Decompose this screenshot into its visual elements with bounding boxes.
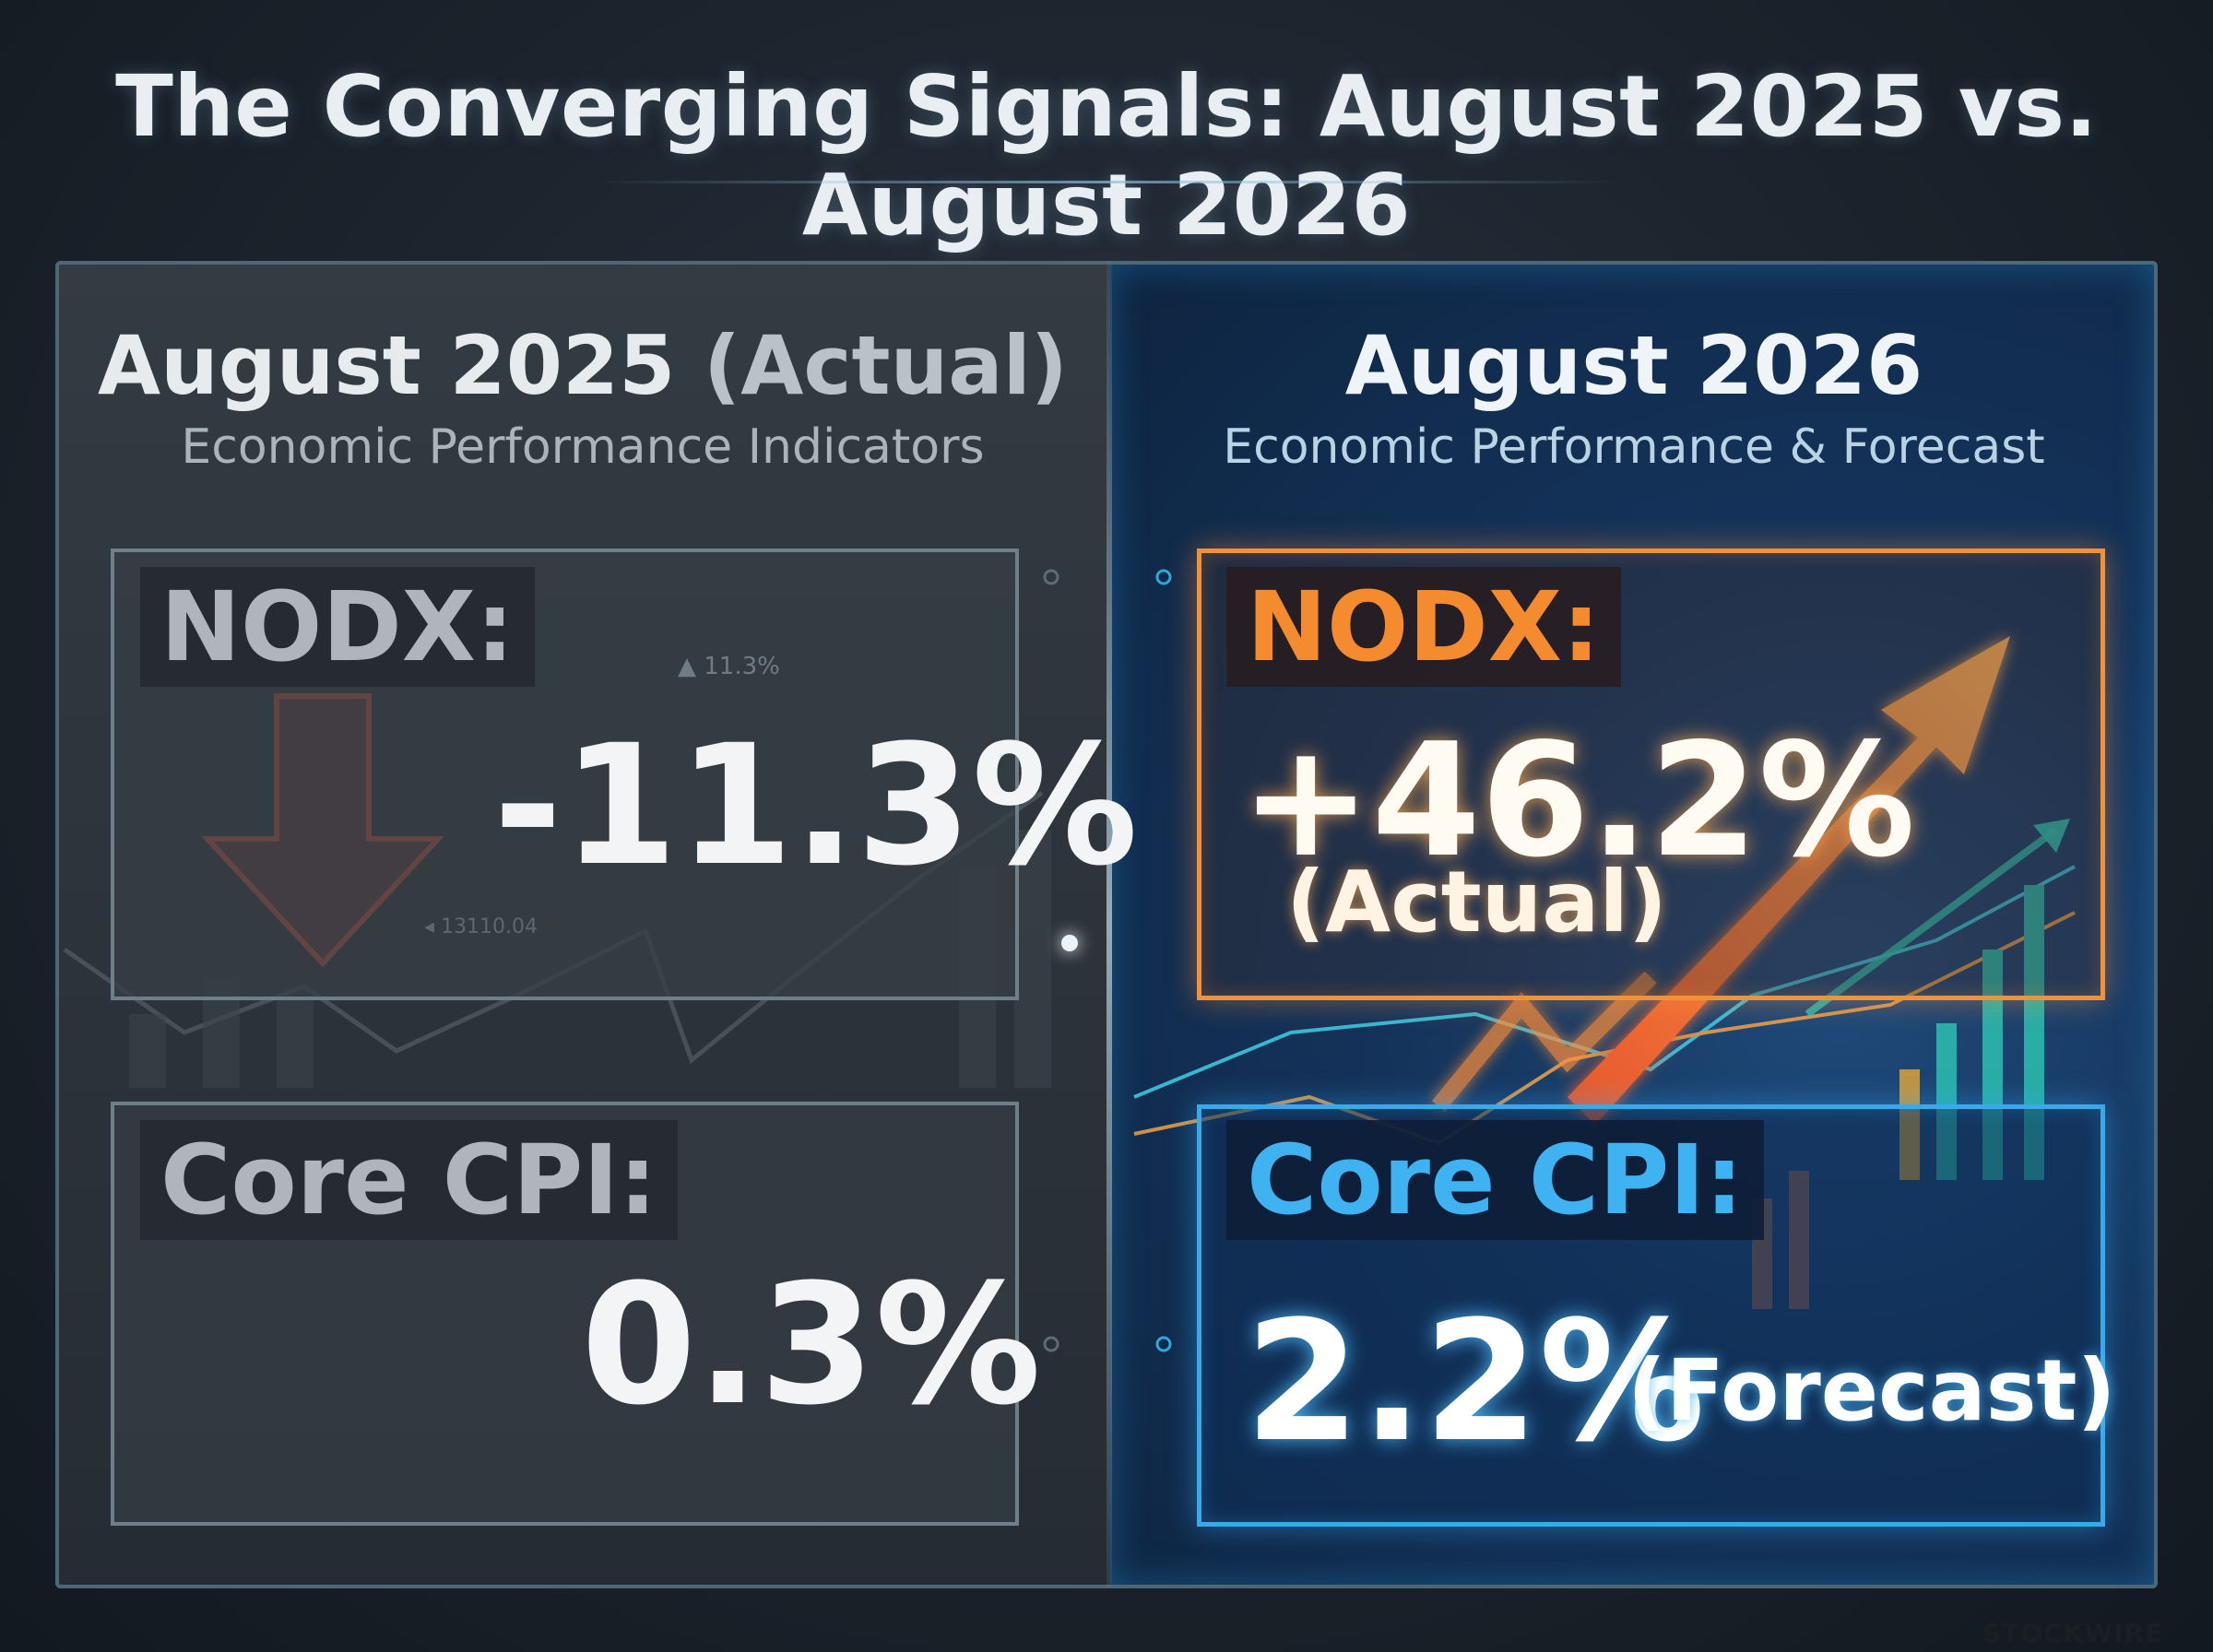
core-cpi-2026-value: 2.2% [1245,1286,1706,1479]
divider-node-icon [1061,935,1078,951]
core-cpi-2026-note: (Forecast) [1627,1341,2116,1440]
nodx-2025-label: NODX: [140,567,535,687]
bg-annotation-ticker: ◂ 13110.04 [424,915,538,938]
page-title: The Converging Signals: August 2025 vs. … [115,57,2098,254]
core-cpi-2025-label: Core CPI: [140,1120,678,1240]
left-subtitle: Economic Performance Indicators [181,419,985,475]
left-heading-tag: (Actual) [704,318,1068,413]
title-divider [595,181,1618,183]
center-divider [1106,261,1112,1588]
nodx-2026-label: NODX: [1226,567,1621,687]
nodx-2025-value: -11.3% [493,710,1139,903]
right-heading: August 2026 [1344,318,1923,413]
watermark: STOCKWIRE [1982,1618,2164,1648]
left-heading-date: August 2025 [97,318,704,413]
nodx-2026-note: (Actual) [1286,853,1667,951]
core-cpi-2025-value: 0.3% [581,1249,1042,1442]
nodx-2026-value: +46.2% [1240,710,1916,892]
up-arrow-icon [1568,636,2010,1125]
bg-annotation-11-3: ▲ 11.3% [678,653,780,680]
core-cpi-2026-label: Core CPI: [1226,1120,1764,1240]
left-heading: August 2025 (Actual) [55,318,1110,413]
right-subtitle: Economic Performance & Forecast [1223,419,2045,475]
